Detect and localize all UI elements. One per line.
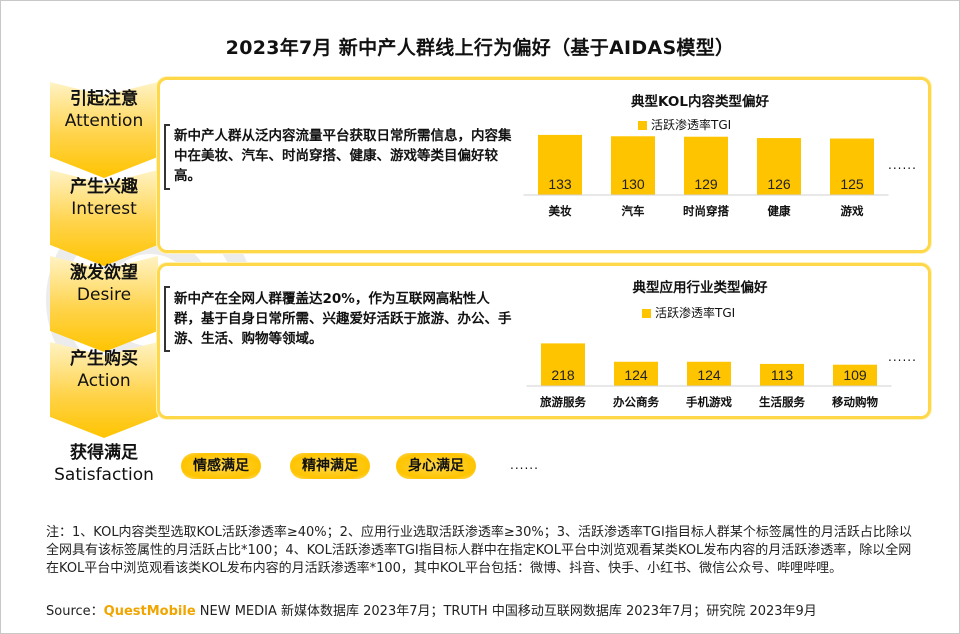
bar-4 <box>830 138 874 195</box>
bar-value-label: 133 <box>548 176 572 192</box>
stage-interest: 产生兴趣 Interest <box>48 176 160 220</box>
ellipsis: ...... <box>510 458 539 472</box>
bar-value-label: 113 <box>771 367 794 383</box>
chart-legend: 活跃渗透率TGI <box>638 116 731 133</box>
stage-en: Satisfaction <box>54 465 154 485</box>
stage-attention: 引起注意 Attention <box>48 88 160 132</box>
stage-satisfaction: 获得满足 Satisfaction <box>48 442 160 486</box>
chart-app-industry: 典型应用行业类型偏好 活跃渗透率TGI 218 旅游服务 124 办公商务 124 手机游… <box>520 266 920 416</box>
chart-legend: 活跃渗透率TGI <box>642 304 735 321</box>
bar-1 <box>614 361 658 386</box>
stage-cn: 产生兴趣 <box>70 177 138 197</box>
page-title: 2023年7月 新中产人群线上行为偏好（基于AIDAS模型） <box>225 37 735 59</box>
card-attention-interest: 新中产人群从泛内容流量平台获取日常所需信息，内容集中在美妆、汽车、时尚穿搭、健康… <box>157 77 931 253</box>
bar-value-label: 124 <box>624 367 648 383</box>
pill-spiritual: 精神满足 <box>290 453 370 479</box>
chart-kol-content: 典型KOL内容类型偏好 活跃渗透率TGI 133 美妆 130 汽车 129 时尚穿搭 12… <box>520 80 920 250</box>
stage-chevron-interest <box>50 170 158 266</box>
footnote: 注：1、KOL内容类型选取KOL活跃渗透率≥40%；2、应用行业选取活跃渗透率≥… <box>46 525 912 576</box>
category-label: 办公商务 <box>613 395 659 409</box>
bar-chart-1: 218 旅游服务 124 办公商务 124 手机游戏 113 生活服务 109 移动购物 <box>526 343 892 409</box>
stage-chevron-desire <box>50 256 158 352</box>
stage-en: Action <box>77 371 131 391</box>
legend-label: 活跃渗透率TGI <box>651 118 732 132</box>
bar-value-label: 218 <box>551 367 575 383</box>
stage-chevron-action <box>50 342 158 438</box>
bar-2 <box>687 361 731 386</box>
stage-en: Interest <box>71 199 137 219</box>
bar-1 <box>611 136 655 195</box>
ellipsis: ...... <box>888 350 917 364</box>
category-label: 美妆 <box>549 204 572 218</box>
source-text: NEW MEDIA 新媒体数据库 2023年7月；TRUTH 中国移动互联网数据… <box>195 604 817 619</box>
stage-desire: 激发欲望 Desire <box>48 262 160 306</box>
pill-emotional: 情感满足 <box>181 453 261 479</box>
bar-0 <box>541 343 585 386</box>
stage-cn: 激发欲望 <box>70 263 138 283</box>
stage-en: Desire <box>76 285 132 305</box>
source-line: Source：QuestMobile NEW MEDIA 新媒体数据库 2023… <box>46 600 946 619</box>
stage-action: 产生购买 Action <box>48 348 160 392</box>
legend-swatch <box>642 309 651 318</box>
category-label: 旅游服务 <box>540 395 586 409</box>
bar-2 <box>684 136 728 195</box>
bar-value-label: 130 <box>621 176 645 192</box>
stage-cn: 获得满足 <box>70 443 138 463</box>
category-label: 时尚穿搭 <box>683 204 729 218</box>
category-label: 汽车 <box>622 204 645 218</box>
ellipsis: ...... <box>888 158 917 172</box>
category-label: 健康 <box>768 204 791 218</box>
category-label: 手机游戏 <box>686 395 732 409</box>
category-label: 移动购物 <box>832 395 878 409</box>
text-bracket <box>164 124 170 190</box>
bar-3 <box>760 363 804 386</box>
chart-title: 典型KOL内容类型偏好 <box>631 94 769 110</box>
bar-value-label: 126 <box>767 176 791 192</box>
legend-label: 活跃渗透率TGI <box>655 306 736 320</box>
bar-3 <box>757 138 801 195</box>
stage-cn: 引起注意 <box>70 89 138 109</box>
bar-value-label: 125 <box>840 176 864 192</box>
stage-en: Attention <box>64 111 144 131</box>
chart-title: 典型应用行业类型偏好 <box>632 280 768 296</box>
stage-cn: 产生购买 <box>70 349 138 369</box>
card-desire-action: 新中产在全网人群覆盖达20%，作为互联网高粘性人群，基于自身日常所需、兴趣爱好活… <box>157 263 931 419</box>
source-brand: QuestMobile <box>103 604 196 619</box>
bar-4 <box>833 364 877 386</box>
bar-0 <box>538 134 582 195</box>
card-description: 新中产在全网人群覆盖达20%，作为互联网高粘性人群，基于自身日常所需、兴趣爱好活… <box>174 291 512 347</box>
bar-value-label: 109 <box>843 367 867 383</box>
legend-swatch <box>638 121 647 130</box>
source-prefix: Source： <box>46 604 104 619</box>
bar-value-label: 129 <box>694 176 718 192</box>
bar-chart-0: 133 美妆 130 汽车 129 时尚穿搭 126 健康 125 游戏 <box>523 134 889 218</box>
bar-value-label: 124 <box>697 367 721 383</box>
category-label: 生活服务 <box>759 395 805 409</box>
text-bracket <box>164 286 170 352</box>
stage-chevron-attention <box>50 82 158 178</box>
pill-body-mind: 身心满足 <box>396 453 476 479</box>
card-description: 新中产人群从泛内容流量平台获取日常所需信息，内容集中在美妆、汽车、时尚穿搭、健康… <box>174 128 512 184</box>
category-label: 游戏 <box>841 204 864 218</box>
